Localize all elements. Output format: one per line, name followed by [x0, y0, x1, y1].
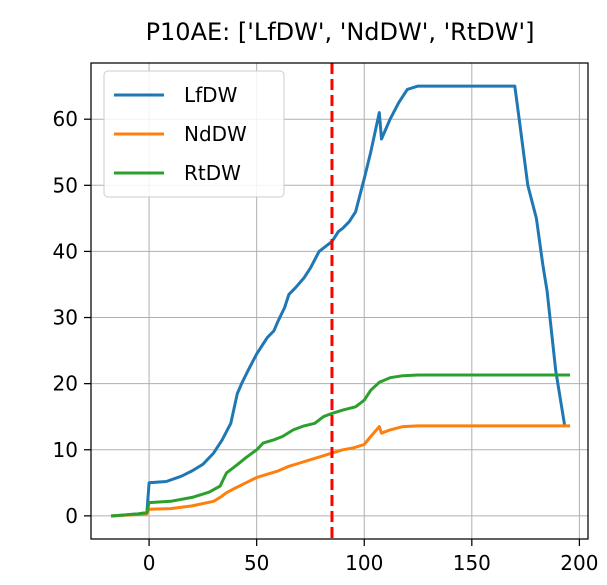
series-line-lfdw — [110, 84, 567, 518]
legend-label-rtdw: RtDW — [184, 161, 241, 185]
x-tick-label: 100 — [345, 551, 383, 575]
series-line-nddw — [110, 424, 571, 518]
series-line-rtdw — [110, 373, 571, 518]
y-tick-label: 10 — [53, 438, 78, 462]
series-lines — [110, 84, 571, 518]
legend-box — [103, 70, 285, 198]
x-tick-label: 150 — [453, 551, 491, 575]
x-tick-label: 200 — [560, 551, 598, 575]
legend-label-nddw: NdDW — [184, 122, 247, 146]
legend: LfDW NdDW RtDW — [103, 70, 285, 198]
chart-title: P10AE: ['LfDW', 'NdDW', 'RtDW'] — [146, 18, 535, 46]
y-tick-label: 40 — [53, 239, 78, 263]
y-tick-label: 20 — [53, 372, 78, 396]
y-tick-label: 0 — [65, 504, 78, 528]
y-tick-label: 50 — [53, 173, 78, 197]
x-tick-label: 0 — [143, 551, 156, 575]
y-tick-label: 60 — [53, 107, 78, 131]
axis-ticks: 0 50 100 150 200 0 10 20 30 40 50 60 — [53, 107, 599, 575]
legend-label-lfdw: LfDW — [184, 83, 238, 107]
x-tick-label: 50 — [244, 551, 269, 575]
y-tick-label: 30 — [53, 306, 78, 330]
grid — [91, 63, 588, 539]
plot-frame — [90, 62, 589, 540]
